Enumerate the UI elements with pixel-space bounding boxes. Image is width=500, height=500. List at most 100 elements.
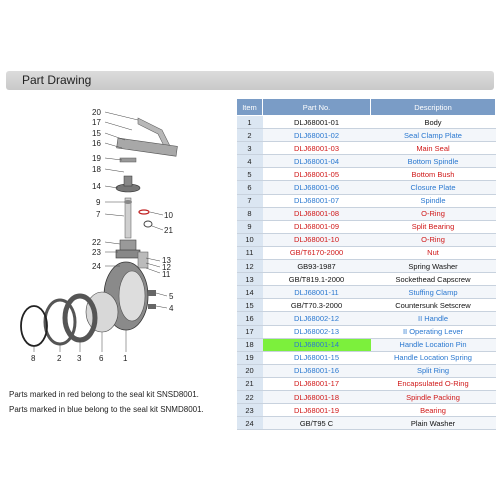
- table-row: 6 DLJ68001-06 Closure Plate: [236, 180, 496, 195]
- row-item-number: 10: [236, 233, 263, 247]
- row-part-number: DLJ68001-07: [262, 194, 371, 208]
- row-part-number: DLJ68001-17: [262, 377, 371, 391]
- row-part-number: GB/T70.3-2000: [262, 298, 371, 313]
- row-item-number: 15: [236, 298, 263, 313]
- callout-11: 11: [162, 270, 171, 279]
- header-description: Description: [370, 98, 496, 116]
- section-header: Part Drawing: [6, 71, 494, 90]
- row-item-number: 1: [236, 115, 263, 130]
- row-description: Spindle: [370, 194, 496, 208]
- row-description: Bottom Spindle: [370, 154, 496, 169]
- row-item-number: 3: [236, 141, 263, 156]
- part-drawing: 20 17 15 16 19 18 14 9 7 10 21 22 23 24 …: [20, 108, 178, 363]
- callout-18: 18: [92, 165, 101, 174]
- note-blue-seal-kit: Parts marked in blue belong to the seal …: [9, 405, 204, 414]
- row-part-number: DLJ68001-14: [262, 338, 371, 352]
- callout-10: 10: [164, 211, 173, 220]
- table-header-row: Item Part No. Description: [236, 98, 496, 116]
- header-item: Item: [236, 98, 263, 116]
- row-item-number: 9: [236, 220, 263, 234]
- parts-table: Item Part No. Description 1 DLJ68001-01 Bo…: [236, 98, 496, 431]
- table-row: 4 DLJ68001-04 Bottom Spindle: [236, 154, 496, 169]
- note-red-seal-kit: Parts marked in red belong to the seal k…: [9, 390, 199, 399]
- table-row: 14 DLJ68001-11 Stuffing Clamp: [236, 285, 496, 300]
- row-part-number: DLJ68001-04: [262, 154, 371, 169]
- row-part-number: DLJ68001-19: [262, 403, 371, 418]
- callout-23: 23: [92, 248, 101, 257]
- row-description: Closure Plate: [370, 180, 496, 195]
- callout-5: 5: [169, 292, 174, 301]
- row-part-number: DLJ68001-05: [262, 167, 371, 182]
- table-row: 21 DLJ68001-17 Encapsulated O-Ring: [236, 377, 496, 391]
- callout-13: 13: [162, 256, 171, 265]
- callout-20: 20: [92, 108, 101, 117]
- callout-6: 6: [99, 354, 104, 363]
- row-part-number: DLJ68001-11: [262, 285, 371, 300]
- row-item-number: 12: [236, 259, 263, 274]
- row-description: Split Bearing: [370, 220, 496, 234]
- row-part-number: GB93-1987: [262, 259, 371, 274]
- table-row: 11 GB/T6170-2000 Nut: [236, 246, 496, 261]
- row-item-number: 4: [236, 154, 263, 169]
- row-item-number: 24: [236, 416, 263, 431]
- callout-7: 7: [96, 210, 101, 219]
- row-item-number: 7: [236, 194, 263, 208]
- row-description: O-Ring: [370, 207, 496, 221]
- row-item-number: 19: [236, 351, 263, 365]
- table-row: 16 DLJ68002-12 II Handle: [236, 311, 496, 326]
- table-row: 24 GB/T95 C Plain Washer: [236, 416, 496, 431]
- row-part-number: DLJ68002-13: [262, 325, 371, 339]
- table-row: 3 DLJ68001-03 Main Seal: [236, 141, 496, 156]
- callout-22: 22: [92, 238, 101, 247]
- row-part-number: DLJ68001-03: [262, 141, 371, 156]
- table-row: 22 DLJ68001-18 Spindle Packing: [236, 390, 496, 405]
- callout-9: 9: [96, 198, 101, 207]
- row-description: Spring Washer: [370, 259, 496, 274]
- row-part-number: DLJ68001-09: [262, 220, 371, 234]
- row-part-number: DLJ68002-12: [262, 311, 371, 326]
- row-part-number: DLJ68001-01: [262, 115, 371, 130]
- table-row: 9 DLJ68001-09 Split Bearing: [236, 220, 496, 234]
- row-item-number: 20: [236, 364, 263, 378]
- callout-24: 24: [92, 262, 101, 271]
- row-part-number: DLJ68001-10: [262, 233, 371, 247]
- row-description: Main Seal: [370, 141, 496, 156]
- row-description: Spindle Packing: [370, 390, 496, 405]
- row-description: Nut: [370, 246, 496, 261]
- table-row: 1 DLJ68001-01 Body: [236, 115, 496, 130]
- row-description: Body: [370, 115, 496, 130]
- callout-17: 17: [92, 118, 101, 127]
- row-description: Handle Location Spring: [370, 351, 496, 365]
- table-row: 2 DLJ68001-02 Seal Clamp Plate: [236, 128, 496, 143]
- row-item-number: 21: [236, 377, 263, 391]
- row-item-number: 2: [236, 128, 263, 143]
- row-item-number: 23: [236, 403, 263, 418]
- row-description: Stuffing Clamp: [370, 285, 496, 300]
- row-description: Bearing: [370, 403, 496, 418]
- row-description: Countersunk Setscrew: [370, 298, 496, 313]
- row-description: O-Ring: [370, 233, 496, 247]
- row-part-number: GB/T819.1-2000: [262, 272, 371, 287]
- row-part-number: DLJ68001-16: [262, 364, 371, 378]
- header-part-no: Part No.: [262, 98, 371, 116]
- callout-2: 2: [57, 354, 62, 363]
- section-title: Part Drawing: [22, 73, 92, 87]
- callout-16: 16: [92, 139, 101, 148]
- parts-table-body: 1 DLJ68001-01 Body 2 DLJ68001-02 Seal Clamp P…: [236, 115, 496, 431]
- callout-21: 21: [164, 226, 173, 235]
- callout-12: 12: [162, 263, 171, 272]
- row-description: Plain Washer: [370, 416, 496, 431]
- row-item-number: 16: [236, 311, 263, 326]
- row-part-number: DLJ68001-08: [262, 207, 371, 221]
- row-item-number: 18: [236, 338, 263, 352]
- table-row: 19 DLJ68001-15 Handle Location Spring: [236, 351, 496, 365]
- row-description: Handle Location Pin: [370, 338, 496, 352]
- callout-4: 4: [169, 304, 174, 313]
- table-row: 7 DLJ68001-07 Spindle: [236, 194, 496, 208]
- table-row: 23 DLJ68001-19 Bearing: [236, 403, 496, 418]
- row-item-number: 22: [236, 390, 263, 405]
- row-part-number: GB/T6170-2000: [262, 246, 371, 261]
- row-part-number: DLJ68001-02: [262, 128, 371, 143]
- table-row: 8 DLJ68001-08 O-Ring: [236, 207, 496, 221]
- row-item-number: 17: [236, 325, 263, 339]
